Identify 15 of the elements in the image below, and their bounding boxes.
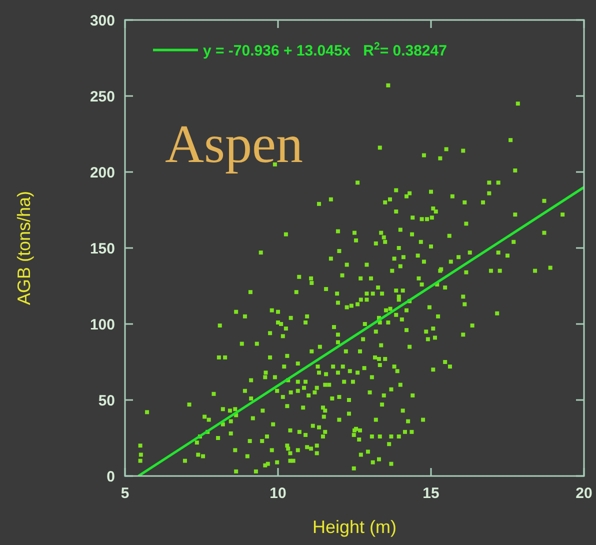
y-tick-label: 200 — [90, 164, 115, 182]
y-tick-label: 250 — [90, 88, 115, 106]
y-tick-label: 0 — [106, 468, 115, 486]
y-tick-label: 50 — [98, 392, 115, 410]
y-tick-label: 300 — [90, 12, 115, 30]
x-tick-label: 10 — [270, 485, 286, 502]
y-tick-label: 100 — [90, 316, 115, 334]
x-axis-title: Height (m) — [312, 517, 397, 537]
x-tick-label: 5 — [120, 485, 130, 502]
annotation: Aspen — [165, 114, 303, 174]
y-axis-title: AGB (tons/ha) — [14, 190, 34, 306]
x-tick-label: 15 — [422, 485, 440, 502]
y-tick-label: 150 — [90, 240, 115, 258]
x-tick-label: 20 — [576, 485, 592, 502]
legend-label: y = -70.936 + 13.045x R$^{2}$= 0.38247 — [203, 40, 447, 60]
